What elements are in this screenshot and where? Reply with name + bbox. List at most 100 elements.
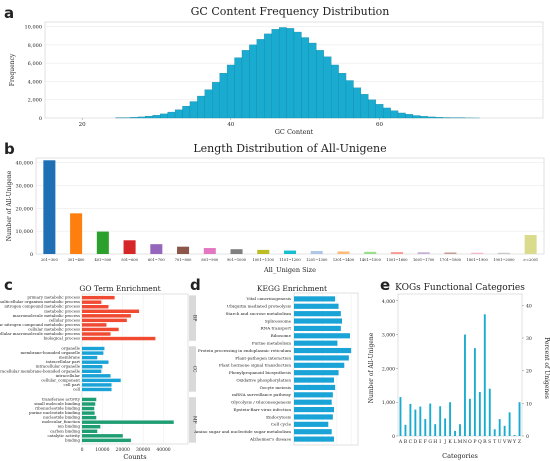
length-bar: [150, 244, 163, 254]
gc-bar: [338, 73, 347, 119]
gc-bar: [256, 39, 265, 119]
gc-bar: [271, 29, 280, 119]
kog-bar: [399, 397, 402, 436]
length-y-tick-label: 10,000: [16, 229, 34, 235]
go-term-label: ribonucleotide binding: [35, 406, 80, 411]
go-term-label: organelle: [61, 346, 80, 351]
kegg-bar: [294, 429, 332, 435]
kegg-bar: [294, 347, 352, 354]
gc-bar: [264, 33, 272, 119]
go-bar: [82, 336, 156, 341]
kog-x-tick-label: D: [414, 439, 418, 445]
kog-bar: [518, 402, 521, 436]
length-bar: [310, 251, 323, 254]
length-bar: [70, 213, 83, 254]
gc-bar: [412, 115, 421, 119]
length-y-axis-label: Number of All-Unigene: [6, 170, 13, 241]
gc-bar: [368, 99, 376, 119]
kog-x-axis-label: Categories: [442, 452, 478, 460]
kegg-bar: [294, 384, 336, 391]
go-term-label: binding: [65, 437, 80, 442]
length-x-tick-label: 1001~1100: [253, 258, 275, 262]
go-term-label: membrane: [59, 355, 81, 360]
gc-bar: [241, 50, 250, 119]
length-bar: [283, 250, 297, 254]
gc-y-ticks: 0 2,000 4,000 6,000 8,000 10,000: [25, 25, 43, 122]
length-plot-background: [35, 157, 545, 255]
go-bar: [82, 374, 111, 378]
go-bar: [82, 411, 95, 415]
gc-chart-title: GC Content Frequency Distribution: [191, 5, 390, 18]
go-bars: [82, 295, 174, 443]
kog-bar: [483, 314, 486, 436]
kog-right-y-axis-label: Percent of Unigenes: [543, 337, 550, 399]
kog-y-tick-label: 0: [392, 434, 395, 440]
kog-right-y-tick-label: 20: [526, 369, 532, 375]
length-bar: [230, 249, 243, 254]
go-term-label: catalytic activity: [47, 433, 80, 438]
kegg-pathway-label: Plant hormone signal transduction: [219, 363, 291, 368]
kog-bar: [449, 402, 452, 436]
go-term-label: ion binding: [58, 424, 81, 429]
length-x-tick-label: 401~500: [94, 258, 111, 262]
kog-plot-background: [397, 293, 523, 437]
gc-bar: [249, 44, 257, 119]
gc-bar: [182, 105, 191, 119]
length-x-tick-label: 1901~2000: [493, 258, 515, 262]
length-y-tick-label: 0: [30, 252, 33, 258]
gc-bar: [397, 112, 406, 119]
length-x-ticks: 201~300 301~400 401~500 501~600 601~700 701~8…: [41, 258, 538, 262]
length-bar: [257, 249, 270, 254]
kegg-bar: [294, 325, 341, 331]
length-x-tick-label: 1501~1600: [386, 258, 408, 262]
kegg-bar: [294, 318, 342, 324]
kog-y-tick-label: 3,000: [382, 333, 395, 339]
kog-x-tick-label: U: [498, 439, 502, 445]
gc-bar: [286, 28, 295, 119]
length-bar: [444, 252, 457, 254]
gc-bar: [137, 116, 146, 119]
go-bar: [82, 434, 123, 438]
gc-bar: [390, 110, 399, 119]
go-x-ticks: 0 10000 20000 30000 40000: [81, 447, 171, 453]
length-bar: [177, 246, 190, 254]
kegg-plot-background: [293, 292, 359, 446]
kog-bar: [468, 398, 471, 436]
kog-x-tick-label: F: [424, 439, 427, 445]
kog-y-axis-label: Number of All-Unigene: [368, 332, 375, 403]
kegg-gridlines: [308, 293, 352, 445]
gc-bar: [226, 64, 235, 119]
gc-y-tick-label: 6,000: [28, 61, 42, 67]
panel-b: b Length Distribution of All-Unigene 201…: [4, 140, 545, 274]
panel-label-c: c: [4, 276, 13, 294]
go-bar: [82, 406, 95, 411]
gc-bar: [353, 87, 362, 119]
kog-x-tick-label: A: [398, 439, 403, 445]
gc-y-tick-label: 4,000: [28, 79, 42, 85]
length-x-tick-label: 1601~1700: [413, 258, 435, 262]
go-term-label: cellular process: [49, 317, 80, 322]
go-term-label: biological_process: [44, 336, 80, 341]
kog-bar: [503, 425, 506, 436]
length-x-tick-label: 801~900: [201, 258, 218, 262]
gc-bar: [234, 57, 243, 119]
gc-bar: [167, 111, 176, 119]
kog-right-y-tick-label: 30: [526, 336, 532, 342]
kog-x-tick-label: L: [454, 439, 457, 445]
gc-bar: [189, 101, 198, 119]
kegg-bars: [294, 296, 352, 442]
go-term-label: small molecule binding: [34, 401, 80, 406]
gc-bar: [219, 73, 228, 119]
go-term-label: cell: [73, 386, 81, 391]
gc-bar: [301, 37, 310, 119]
gc-x-tick-label: 20: [79, 122, 86, 128]
kog-bar: [508, 412, 511, 436]
length-bar: [43, 160, 56, 254]
length-y-tick-label: 30,000: [16, 183, 34, 189]
kog-right-y-ticks: 0 10 20 30 40: [522, 303, 532, 440]
go-x-tick-label: 0: [81, 447, 84, 453]
length-x-tick-label: 1701~1800: [440, 258, 462, 262]
gc-bar: [316, 50, 324, 119]
length-bar: [203, 248, 216, 254]
